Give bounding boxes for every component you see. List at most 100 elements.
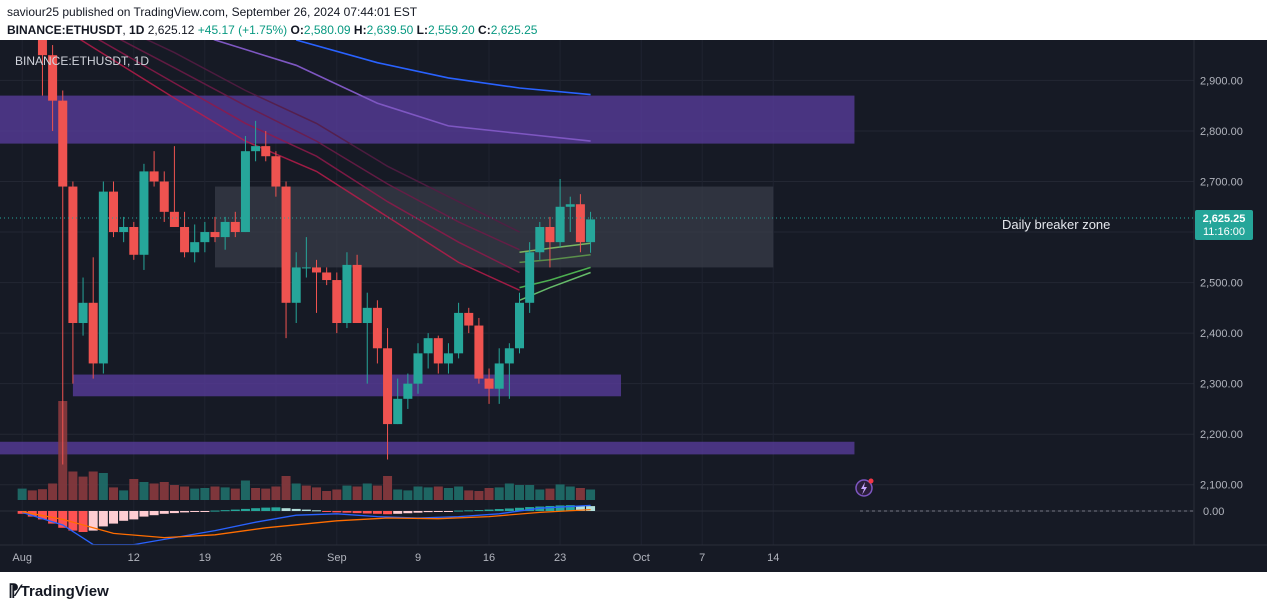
volume-bar xyxy=(454,486,464,500)
candle-body xyxy=(271,156,281,187)
volume-bar xyxy=(352,486,362,500)
volume-bar xyxy=(322,491,332,500)
volume-bar xyxy=(139,482,149,500)
volume-bar xyxy=(251,488,261,500)
volume-bar xyxy=(68,471,78,500)
candle-body xyxy=(484,378,494,389)
candle xyxy=(180,211,190,258)
candle xyxy=(78,277,88,336)
tradingview-logo[interactable]: ⁋⁄ TradingView xyxy=(8,581,109,601)
volume-bar xyxy=(555,484,565,500)
candle xyxy=(109,181,118,238)
candle-body xyxy=(575,204,585,243)
alert-icon[interactable] xyxy=(855,478,874,497)
macd-histogram-bar xyxy=(251,508,261,511)
volume-bar xyxy=(484,488,494,500)
ma-ribbon-upper-line xyxy=(146,40,520,233)
volume-bar xyxy=(535,489,545,500)
macd-histogram-bar xyxy=(169,511,179,514)
candle xyxy=(190,224,200,263)
candle xyxy=(575,194,585,253)
macd-histogram-bar xyxy=(291,508,301,511)
candle-body xyxy=(312,267,321,273)
candle-body xyxy=(190,242,200,253)
volume-bar xyxy=(494,487,504,500)
candle-body xyxy=(200,232,210,243)
tradingview-logo-icon: ⁋⁄ xyxy=(8,581,20,600)
candle xyxy=(443,343,453,374)
candle-body xyxy=(342,264,352,324)
macd-histogram-bar xyxy=(88,511,98,531)
time-tick-label: 19 xyxy=(199,552,211,564)
volume-bar xyxy=(393,489,403,500)
volume-bar xyxy=(240,480,250,500)
candle-body xyxy=(149,171,159,182)
interval-label: 1D xyxy=(129,23,145,37)
candle-body xyxy=(586,219,596,243)
time-tick-label: 7 xyxy=(699,552,705,564)
candle xyxy=(322,267,332,286)
breaker-zone-label: Daily breaker zone xyxy=(1002,217,1110,232)
volume-bar xyxy=(413,486,423,500)
candle xyxy=(423,333,433,369)
time-tick-label: 9 xyxy=(415,552,421,564)
candle xyxy=(291,252,301,324)
volume-bar xyxy=(159,482,169,500)
candle xyxy=(240,136,250,233)
candle-body xyxy=(555,206,565,243)
candle xyxy=(474,317,484,384)
candle xyxy=(301,237,311,278)
candle-body xyxy=(230,221,240,233)
open-label: O: xyxy=(290,23,304,37)
candle-body xyxy=(403,383,413,399)
macd-histogram-bar xyxy=(200,511,210,512)
macd-histogram-bar xyxy=(454,510,464,512)
volume-bar xyxy=(27,490,37,500)
volume-bar xyxy=(504,483,514,500)
candle xyxy=(504,343,514,399)
price-change: +45.17 (+1.75%) xyxy=(197,23,288,37)
macd-histogram-bar xyxy=(281,508,291,511)
candle-body xyxy=(37,40,47,56)
volume-bar xyxy=(37,489,47,500)
low-label: L: xyxy=(416,23,428,37)
volume-bar xyxy=(372,485,382,500)
candle-body xyxy=(220,221,230,238)
macd-histogram-bar xyxy=(190,511,200,512)
volume-bar xyxy=(271,486,281,500)
volume-bar xyxy=(281,476,291,500)
volume-bar xyxy=(210,486,220,500)
macd-histogram-bar xyxy=(149,511,159,516)
volume-bar xyxy=(423,487,433,500)
macd-histogram-bar xyxy=(372,511,382,514)
last-price-tag-countdown: 11:16:00 xyxy=(1203,226,1245,238)
chart-header: saviour25 published on TradingView.com, … xyxy=(0,0,1267,40)
candle xyxy=(48,45,58,131)
candle-body xyxy=(443,353,453,364)
volume-bar xyxy=(200,488,210,500)
volume-bar xyxy=(230,488,240,500)
candle xyxy=(545,216,555,268)
macd-histogram-bar xyxy=(271,507,281,511)
volume-bar xyxy=(464,490,474,500)
candle-body xyxy=(119,226,129,233)
candle-body xyxy=(454,312,464,354)
volume-bar xyxy=(332,489,342,500)
candle xyxy=(251,120,261,162)
price-tick-label: 2,700.00 xyxy=(1200,177,1243,189)
candle xyxy=(362,292,372,384)
ma-ribbon-upper-line xyxy=(97,40,520,274)
candle-body xyxy=(383,348,393,425)
candle xyxy=(586,211,596,253)
candle-body xyxy=(169,211,179,227)
candle-body xyxy=(98,191,108,364)
candle-body xyxy=(352,264,362,324)
time-tick-label: Oct xyxy=(633,552,650,564)
slow-ma-blue-line xyxy=(295,40,591,96)
time-axis[interactable]: Aug 12 19 26 Sep 9 16 23 Oct 7 14 xyxy=(0,544,1267,564)
volume-bar xyxy=(342,485,352,500)
volume-bar xyxy=(474,491,484,500)
time-tick-label: Aug xyxy=(12,552,32,564)
candle xyxy=(464,307,474,334)
price-chart[interactable]: 0.00 BINANCE:ETHUSDT, 1D Daily breaker z… xyxy=(0,40,1267,572)
